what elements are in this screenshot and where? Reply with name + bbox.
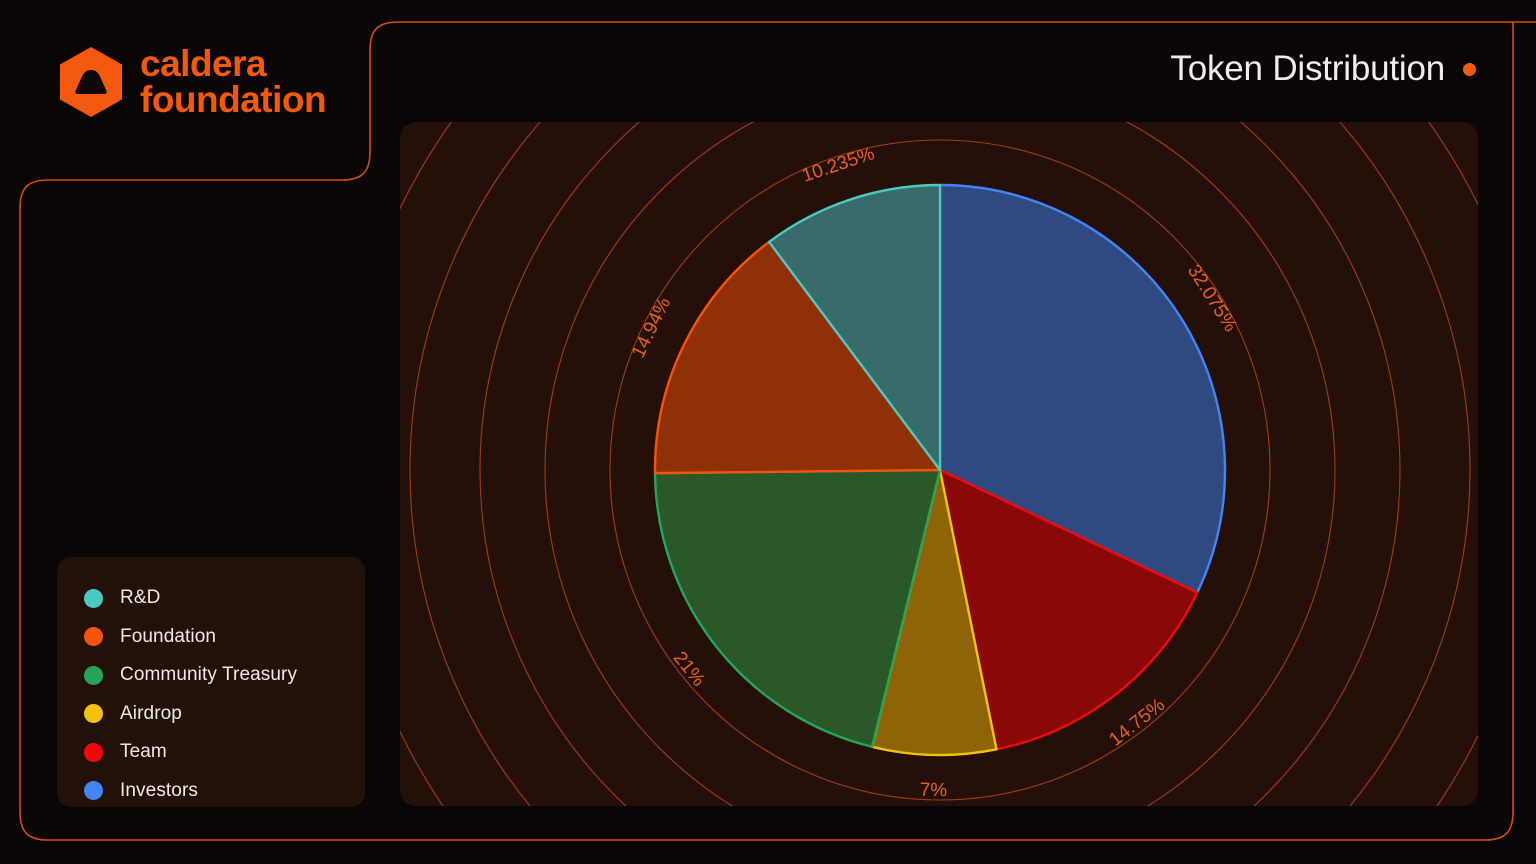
page-title-row: Token Distribution	[1170, 49, 1476, 89]
legend-item-label: Investors	[120, 779, 198, 801]
brand-line-1: caldera	[140, 43, 267, 84]
pie-slice[interactable]	[938, 183, 1227, 594]
legend-item-label: Foundation	[120, 625, 217, 647]
legend-swatch-icon	[84, 588, 103, 608]
pie-slice[interactable]	[938, 468, 1199, 751]
caldera-hexagon-logo-icon	[60, 47, 122, 118]
legend-item-label: Airdrop	[120, 702, 182, 724]
legend-item-label: R&D	[120, 587, 161, 609]
legend-item[interactable]: Community Treasury	[57, 656, 365, 695]
legend-swatch-icon	[84, 742, 103, 762]
legend-item[interactable]: R&D	[57, 579, 365, 618]
background-ring	[544, 122, 1336, 806]
legend-item-label: Team	[120, 741, 167, 763]
pie-slice[interactable]	[653, 468, 942, 749]
pie-slice-label: 21%	[669, 648, 709, 691]
legend-item[interactable]: Foundation	[57, 618, 365, 657]
background-ring-group	[400, 122, 1478, 806]
legend-swatch-icon	[84, 781, 103, 801]
legend-swatch-icon	[84, 627, 103, 647]
pie-slice-label: 14.75%	[1105, 694, 1169, 750]
pie-slice-label: 32.075%	[1183, 261, 1241, 336]
pie-slice[interactable]	[653, 240, 942, 475]
brand-line-2: foundation	[140, 79, 327, 121]
background-ring	[479, 122, 1401, 806]
page-title: Token Distribution	[1170, 49, 1445, 88]
legend-swatch-icon	[84, 704, 103, 724]
background-ring	[609, 139, 1271, 801]
legend-item[interactable]: Team	[57, 733, 365, 772]
legend-item[interactable]: Airdrop	[57, 695, 365, 734]
legend-item-label: Community Treasury	[120, 664, 298, 686]
chart-panel: 32.075% 14.75% 7% 21% 14.94% 10.235%	[400, 122, 1478, 806]
legend-item[interactable]: Investors	[57, 772, 365, 811]
pie-slice-label: 10.235%	[799, 143, 877, 187]
legend-swatch-icon	[84, 665, 103, 685]
brand-logo: caldera foundation	[58, 43, 327, 121]
pie-slice[interactable]	[767, 183, 942, 472]
title-accent-dot	[1463, 62, 1476, 76]
pie-slice[interactable]	[870, 468, 998, 757]
pie-slice-group[interactable]	[653, 183, 1227, 757]
pie-slice-label: 7%	[920, 780, 948, 802]
background-ring	[409, 122, 1471, 806]
pie-slice-label: 14.94%	[628, 294, 675, 361]
legend-panel: R&D Foundation Community Treasury Airdrop Te…	[57, 557, 365, 807]
pie-chart: 32.075% 14.75% 7% 21% 14.94% 10.235%	[400, 122, 1478, 806]
brand-wordmark: caldera foundation	[140, 43, 327, 121]
